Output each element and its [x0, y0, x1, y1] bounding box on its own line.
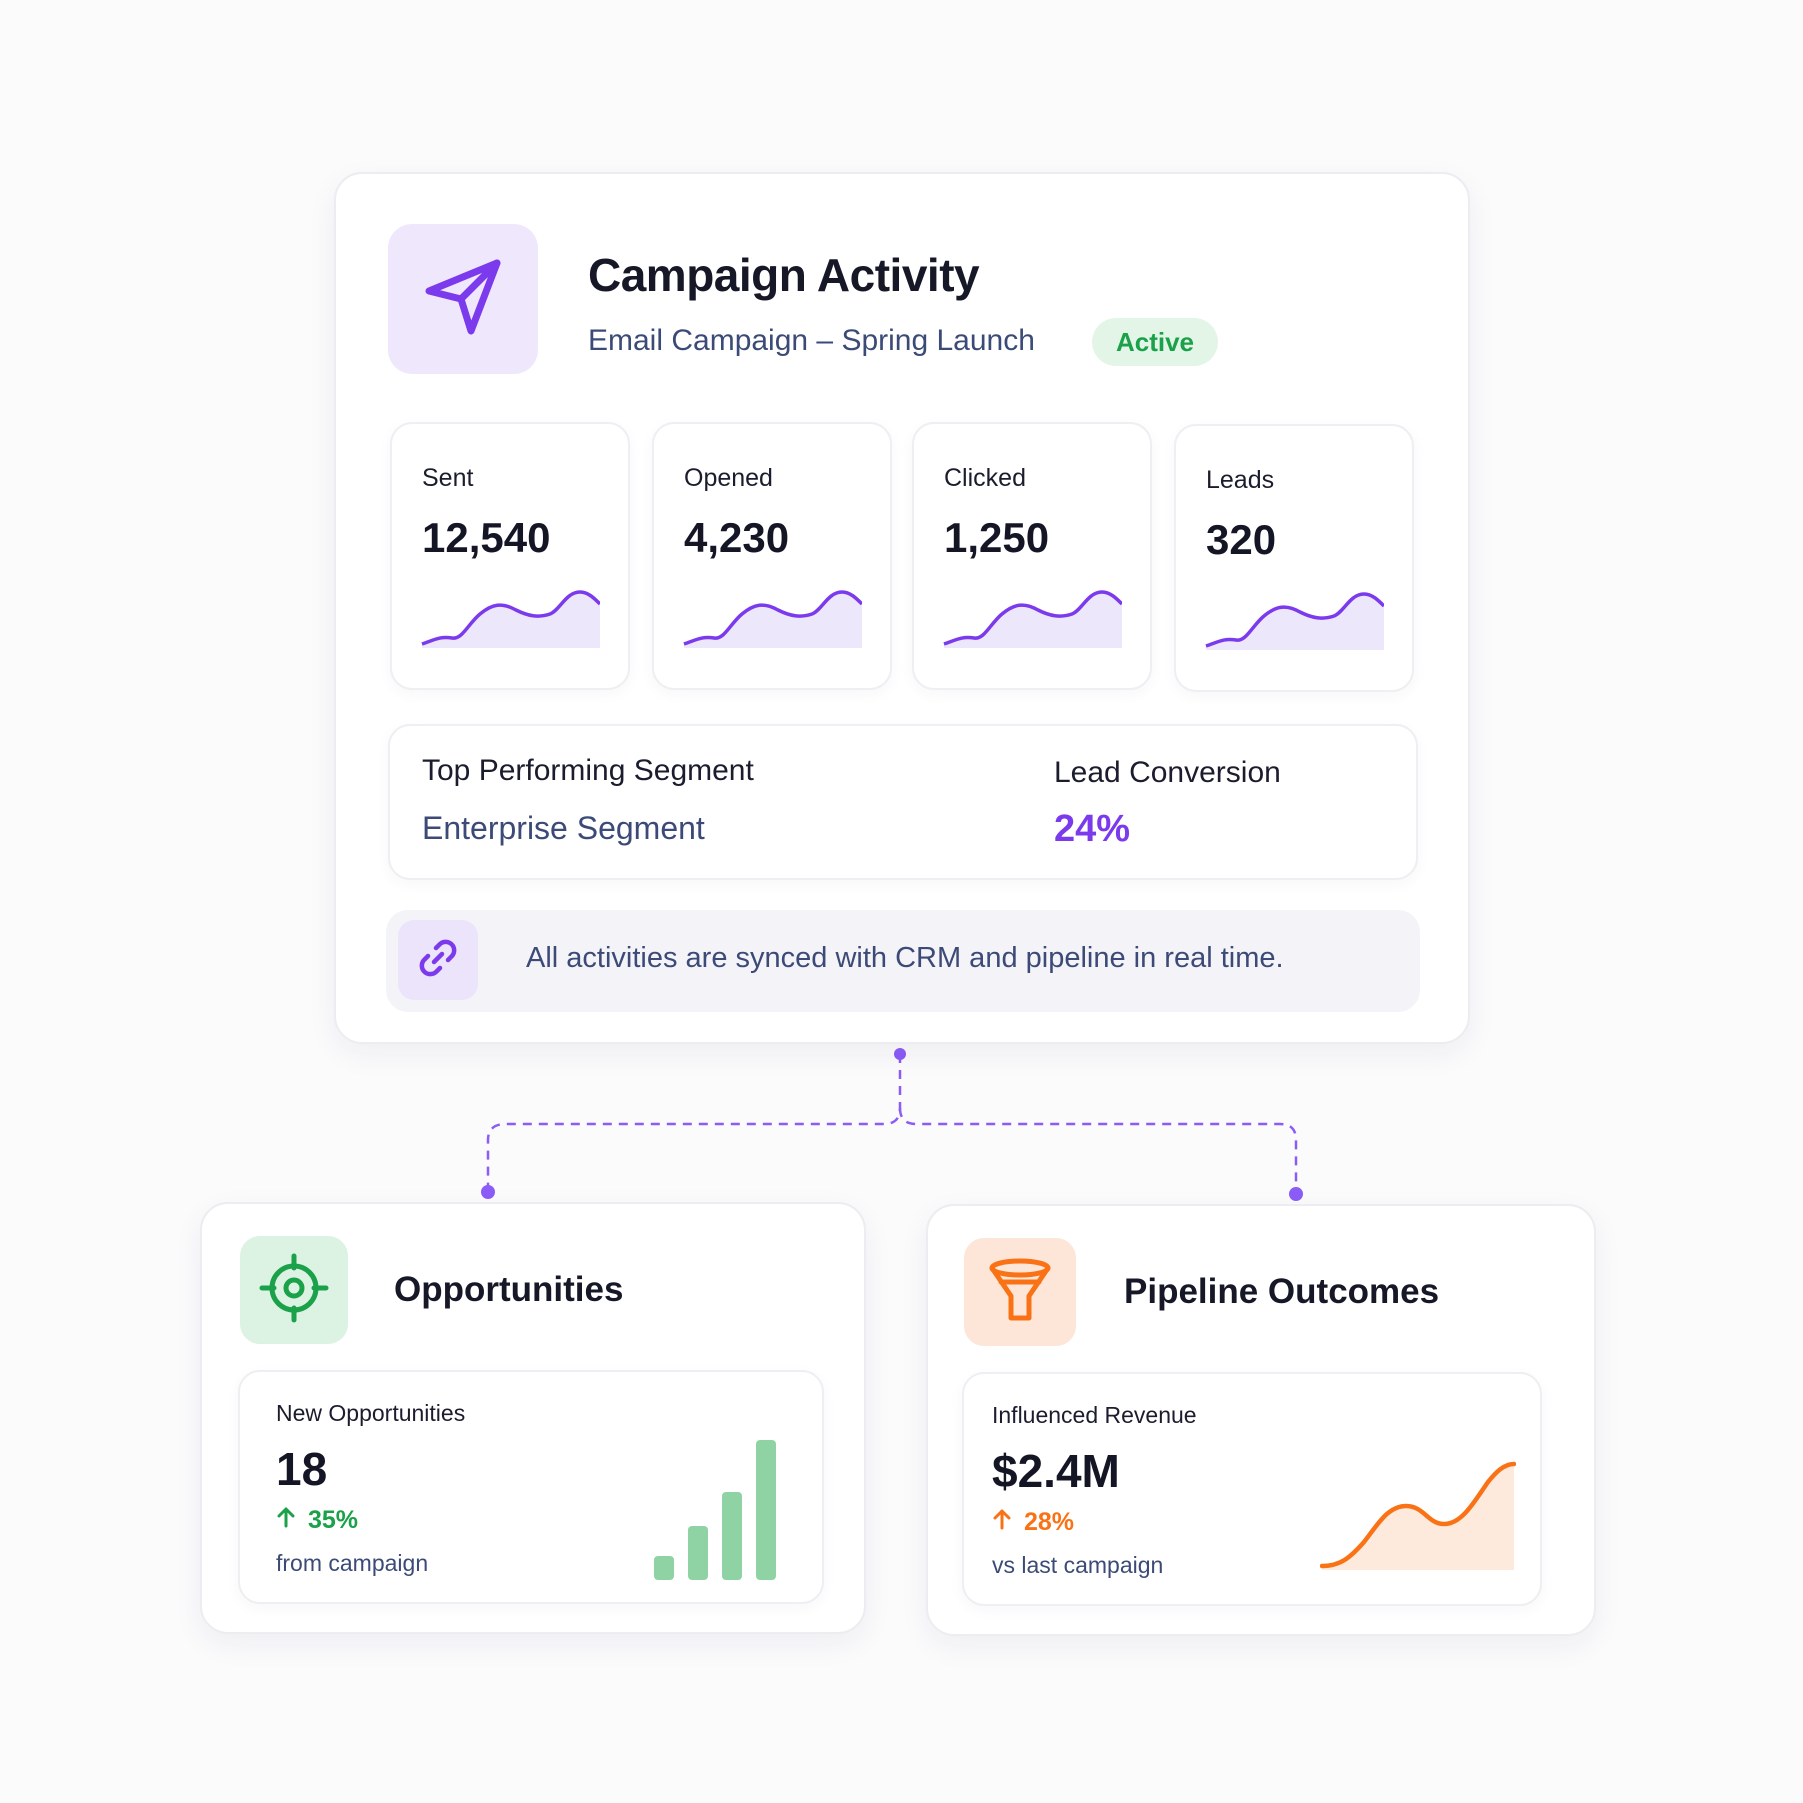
stat-value: 12,540 [422, 514, 551, 561]
segment-panel: Top Performing Segment Enterprise Segmen… [388, 724, 1418, 880]
opportunities-card: Opportunities New Opportunities 18 35% f… [200, 1202, 866, 1634]
sparkline-chart [421, 590, 600, 648]
pipeline-title: Pipeline Outcomes [1124, 1272, 1440, 1311]
delta-value: 35% [308, 1506, 359, 1534]
sync-text: All activities are synced with CRM and p… [526, 942, 1284, 974]
page-title: Campaign Activity [588, 249, 980, 301]
opportunities-icon-tile [240, 1236, 348, 1344]
metric-label: New Opportunities [276, 1400, 466, 1426]
campaign-subtitle: Email Campaign – Spring Launch [588, 324, 1035, 357]
opportunities-title: Opportunities [394, 1270, 624, 1309]
funnel-icon [985, 1254, 1055, 1331]
link-icon-tile [398, 920, 478, 1000]
metric-label: Influenced Revenue [992, 1402, 1197, 1428]
bar-chart [654, 1440, 776, 1580]
metric-value: 18 [276, 1443, 328, 1495]
pipeline-outcomes-card: Pipeline Outcomes Influenced Revenue $2.… [926, 1204, 1596, 1636]
sparkline-chart [1205, 592, 1384, 650]
stat-label: Clicked [944, 464, 1026, 492]
delta-indicator: 35% [276, 1506, 358, 1535]
stat-card-leads: Leads 320 [1174, 424, 1414, 692]
status-badge: Active [1092, 318, 1218, 366]
campaign-icon-tile [388, 224, 538, 374]
segment-value: Enterprise Segment [422, 810, 705, 846]
conversion-value: 24% [1054, 808, 1131, 850]
pipeline-icon-tile [964, 1238, 1076, 1346]
stat-label: Leads [1206, 466, 1275, 494]
pipeline-metric-panel: Influenced Revenue $2.4M 28% vs last cam… [962, 1372, 1542, 1606]
stat-value: 320 [1206, 516, 1277, 563]
revenue-area-chart [1320, 1461, 1516, 1570]
stat-label: Sent [422, 464, 474, 492]
sync-notice: All activities are synced with CRM and p… [386, 910, 1420, 1012]
paper-plane-icon [421, 255, 505, 344]
stat-value: 4,230 [684, 514, 790, 561]
campaign-activity-card: Campaign Activity Email Campaign – Sprin… [334, 172, 1470, 1044]
metric-value: $2.4M [992, 1445, 1120, 1497]
arrow-up-icon [992, 1508, 1012, 1537]
segment-label: Top Performing Segment [422, 754, 754, 787]
delta-note: from campaign [276, 1550, 429, 1576]
opportunities-metric-panel: New Opportunities 18 35% from campaign [238, 1370, 824, 1604]
delta-value: 28% [1024, 1508, 1075, 1536]
delta-indicator: 28% [992, 1508, 1074, 1537]
link-icon [414, 934, 462, 987]
stat-label: Opened [684, 464, 773, 492]
sparkline-chart [683, 590, 862, 648]
arrow-up-icon [276, 1506, 296, 1535]
sparkline-chart [943, 590, 1122, 648]
delta-note: vs last campaign [992, 1552, 1164, 1578]
target-icon [258, 1252, 330, 1329]
stat-card-sent: Sent 12,540 [390, 422, 630, 690]
stat-card-opened: Opened 4,230 [652, 422, 892, 690]
stat-value: 1,250 [944, 514, 1050, 561]
conversion-label: Lead Conversion [1054, 756, 1281, 789]
stat-card-clicked: Clicked 1,250 [912, 422, 1152, 690]
